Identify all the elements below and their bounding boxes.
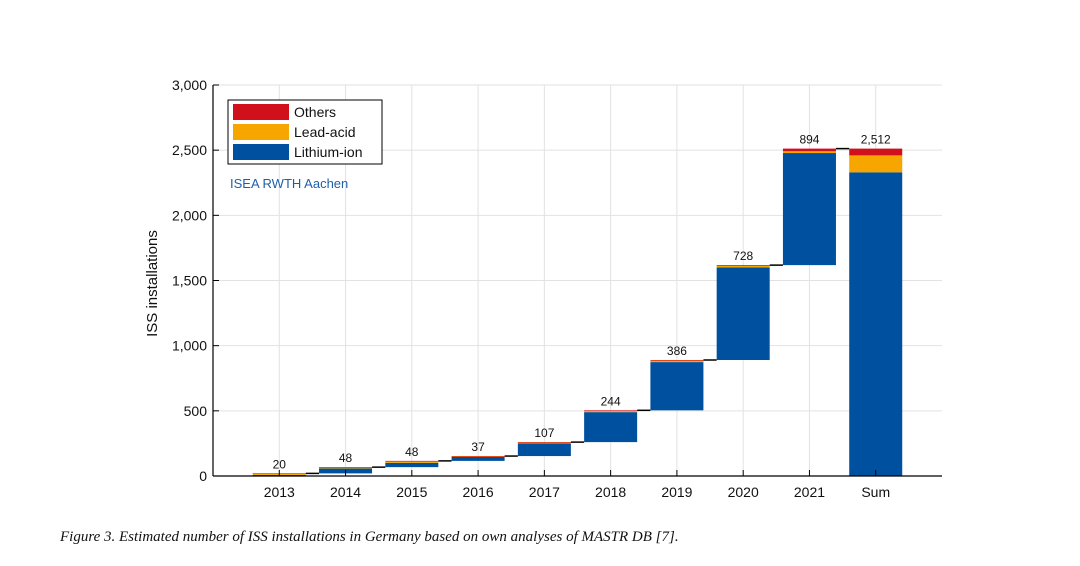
bar-lithium-ion-2017 [517, 443, 571, 457]
bar-lithium-ion-2021 [782, 153, 836, 266]
bar-lead-acid-2017 [517, 442, 571, 444]
data-label-2021: 894 [799, 133, 819, 147]
x-tick-label: 2014 [330, 484, 361, 500]
figure-caption: Figure 3. Estimated number of ISS instal… [60, 529, 679, 545]
bar-others-2020 [716, 265, 770, 266]
bar-lead-acid-2014 [319, 467, 373, 469]
data-label-2013: 20 [273, 457, 287, 471]
bar-lead-acid-sum [849, 155, 903, 173]
x-tick-label: 2020 [728, 484, 759, 500]
bar-lithium-ion-2019 [650, 362, 704, 411]
bar-lithium-ion-2016 [451, 456, 505, 461]
x-tick-label: 2016 [463, 484, 494, 500]
legend-label-others: Others [294, 104, 336, 120]
legend-label-lead-acid: Lead-acid [294, 124, 356, 140]
bar-lithium-ion-2015 [385, 462, 439, 468]
data-label-sum: 2,512 [861, 133, 891, 147]
y-tick-label: 500 [184, 403, 208, 419]
bar-others-2017 [517, 442, 571, 443]
bar-others-2021 [782, 148, 836, 152]
legend-swatch-lithium-ion [233, 144, 289, 160]
y-tick-label: 2,000 [172, 207, 207, 223]
bar-lithium-ion-sum [849, 172, 903, 476]
bar-lead-acid-2021 [782, 151, 836, 154]
y-axis-label: ISS installations [144, 230, 161, 337]
x-tick-label: 2017 [529, 484, 560, 500]
data-label-2020: 728 [733, 249, 753, 263]
bar-lithium-ion-2020 [716, 267, 770, 361]
bar-others-2018 [584, 410, 638, 411]
y-tick-label: 0 [199, 468, 207, 484]
y-tick-label: 2,500 [172, 142, 207, 158]
legend-label-lithium-ion: Lithium-ion [294, 144, 362, 160]
bar-others-2016 [451, 456, 505, 457]
annotation-label: ISEA RWTH Aachen [230, 176, 348, 191]
x-tick-label: Sum [861, 484, 890, 500]
x-tick-label: 2015 [396, 484, 427, 500]
bar-others-2015 [385, 460, 439, 462]
bar-lead-acid-2018 [584, 410, 638, 413]
bar-lead-acid-2019 [650, 360, 704, 363]
y-tick-label: 1,500 [172, 273, 207, 289]
data-label-2018: 244 [601, 394, 621, 408]
x-tick-label: 2019 [661, 484, 692, 500]
y-tick-label: 1,000 [172, 338, 207, 354]
legend-swatch-others [233, 104, 289, 120]
bar-lead-acid-2020 [716, 265, 770, 268]
waterfall-chart: 20 48 48 37 107 244 386 728 894 2,512 0 500 1,000 1,5… [144, 77, 942, 500]
data-label-2014: 48 [339, 451, 353, 465]
x-tick-label: 2018 [595, 484, 626, 500]
bar-others-sum [849, 148, 903, 156]
bar-lithium-ion-2018 [584, 412, 638, 443]
data-label-2016: 37 [471, 440, 485, 454]
data-label-2015: 48 [405, 445, 419, 459]
legend-swatch-lead-acid [233, 124, 289, 140]
x-tick-label: 2021 [794, 484, 825, 500]
x-tick-label: 2013 [264, 484, 295, 500]
bar-lead-acid-2015 [385, 461, 439, 463]
data-label-2019: 386 [667, 344, 687, 358]
data-label-2017: 107 [534, 426, 554, 440]
y-tick-label: 3,000 [172, 77, 207, 93]
bar-others-2019 [650, 360, 704, 361]
bar-others-2014 [319, 467, 373, 468]
